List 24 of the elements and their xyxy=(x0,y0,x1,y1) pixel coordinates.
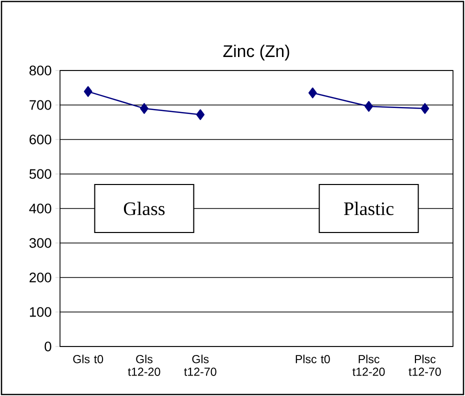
point xyxy=(84,86,92,97)
y-tick-label: 600 xyxy=(30,134,52,144)
point xyxy=(420,103,430,114)
point xyxy=(308,88,317,98)
y-tick-label: 700 xyxy=(30,100,52,110)
y-tick-label: 200 xyxy=(30,272,52,282)
annotation: Glass xyxy=(124,202,165,216)
x-tick-label: Gls t12-20 xyxy=(128,354,160,376)
x-tick-label: Plsc t12-20 xyxy=(352,354,385,376)
annotation: Plastic xyxy=(344,202,394,216)
y-tick-label: 500 xyxy=(29,169,52,179)
point xyxy=(364,101,373,112)
y-tick-label: 300 xyxy=(29,238,52,248)
x-tick-label: Plsc t0 xyxy=(296,354,330,364)
y-tick-label: 0 xyxy=(44,342,52,352)
x-tick-label: Plsc t12-70 xyxy=(408,354,441,376)
x-tick-label: Gls t12-70 xyxy=(184,354,216,376)
point xyxy=(196,109,205,120)
point xyxy=(140,103,148,114)
y-tick-label: 800 xyxy=(30,66,52,76)
y-tick-label: 100 xyxy=(30,307,52,317)
x-tick-label: Gls t0 xyxy=(73,354,104,364)
y-tick-label: 400 xyxy=(29,204,52,214)
chart-title: Zinc (Zn) xyxy=(223,44,290,60)
